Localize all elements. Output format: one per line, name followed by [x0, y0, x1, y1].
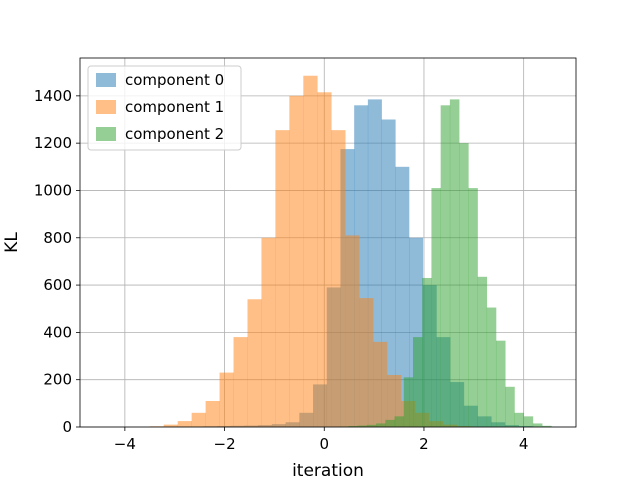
y-tick-label: 1000 — [34, 181, 72, 199]
histogram-bar — [233, 337, 248, 427]
series-2-bars — [339, 99, 552, 428]
histogram-bar — [289, 95, 304, 427]
histogram-bar — [163, 424, 179, 427]
y-tick-label: 1200 — [34, 134, 72, 152]
legend: component 0 component 1 component 2 — [87, 65, 242, 151]
x-tick-label: 0 — [319, 435, 329, 453]
histogram-bar — [177, 421, 192, 427]
histogram-bar — [514, 412, 524, 427]
histogram-bar — [348, 426, 358, 427]
histogram-bar — [505, 386, 515, 427]
y-tick-label: 600 — [43, 276, 72, 294]
histogram-bar — [376, 423, 386, 427]
histogram-bar — [366, 424, 377, 427]
series-1-bars — [149, 75, 486, 427]
legend-label: component 2 — [125, 125, 224, 143]
x-tick-label: −2 — [214, 435, 236, 453]
histogram-bar — [542, 425, 552, 427]
legend-label: component 0 — [125, 71, 224, 89]
histogram-bar — [394, 416, 405, 427]
plot-area-frame — [79, 57, 577, 428]
histogram-bar — [468, 188, 478, 427]
histogram-bar — [357, 425, 368, 427]
histogram-bar — [422, 277, 432, 427]
histogram-bar — [191, 412, 206, 427]
histogram-bar — [205, 400, 220, 427]
histogram-bar — [459, 143, 469, 427]
legend-swatch — [96, 73, 116, 87]
y-tick-label: 0 — [62, 418, 72, 436]
histogram-bar — [532, 423, 543, 427]
legend-swatch — [96, 100, 116, 114]
histogram-bar — [495, 340, 506, 427]
histogram-bar — [275, 130, 290, 427]
histogram-bar — [440, 105, 451, 428]
histogram-bar — [219, 372, 234, 427]
histogram-bar — [486, 307, 497, 427]
x-tick-label: −4 — [114, 435, 136, 453]
histogram-bar — [373, 341, 388, 427]
histogram-bars — [149, 75, 561, 428]
histogram-bar — [385, 419, 395, 427]
histogram-bar — [412, 337, 423, 427]
histogram-bar — [303, 75, 318, 427]
axis-ticks: −4 −2 0 2 4 0 200 400 600 800 1000 1200 1400 — [34, 87, 529, 453]
y-tick-label: 1400 — [34, 87, 72, 105]
histogram-bar — [449, 99, 460, 428]
x-tick-label: 4 — [519, 435, 529, 453]
y-tick-label: 800 — [43, 229, 72, 247]
y-axis-label: KL — [2, 232, 22, 253]
legend-swatch — [96, 127, 116, 141]
x-tick-label: 2 — [419, 435, 429, 453]
histogram-bar — [395, 166, 410, 428]
histogram-bar — [247, 299, 262, 427]
histogram-bar — [387, 374, 402, 427]
histogram-bar — [523, 416, 534, 427]
y-tick-label: 400 — [43, 323, 72, 341]
histogram-bar — [431, 188, 441, 427]
histogram-bar — [477, 276, 488, 427]
x-axis-label: iteration — [292, 461, 364, 480]
y-tick-label: 200 — [43, 371, 72, 389]
histogram-bar — [331, 130, 346, 427]
histogram-bar — [403, 377, 414, 427]
histogram-bar — [359, 298, 374, 427]
legend-box — [87, 65, 242, 151]
legend-label: component 1 — [125, 98, 224, 116]
histogram-bar — [261, 237, 276, 427]
histogram-bar — [345, 235, 360, 427]
histogram-bar — [317, 92, 332, 427]
